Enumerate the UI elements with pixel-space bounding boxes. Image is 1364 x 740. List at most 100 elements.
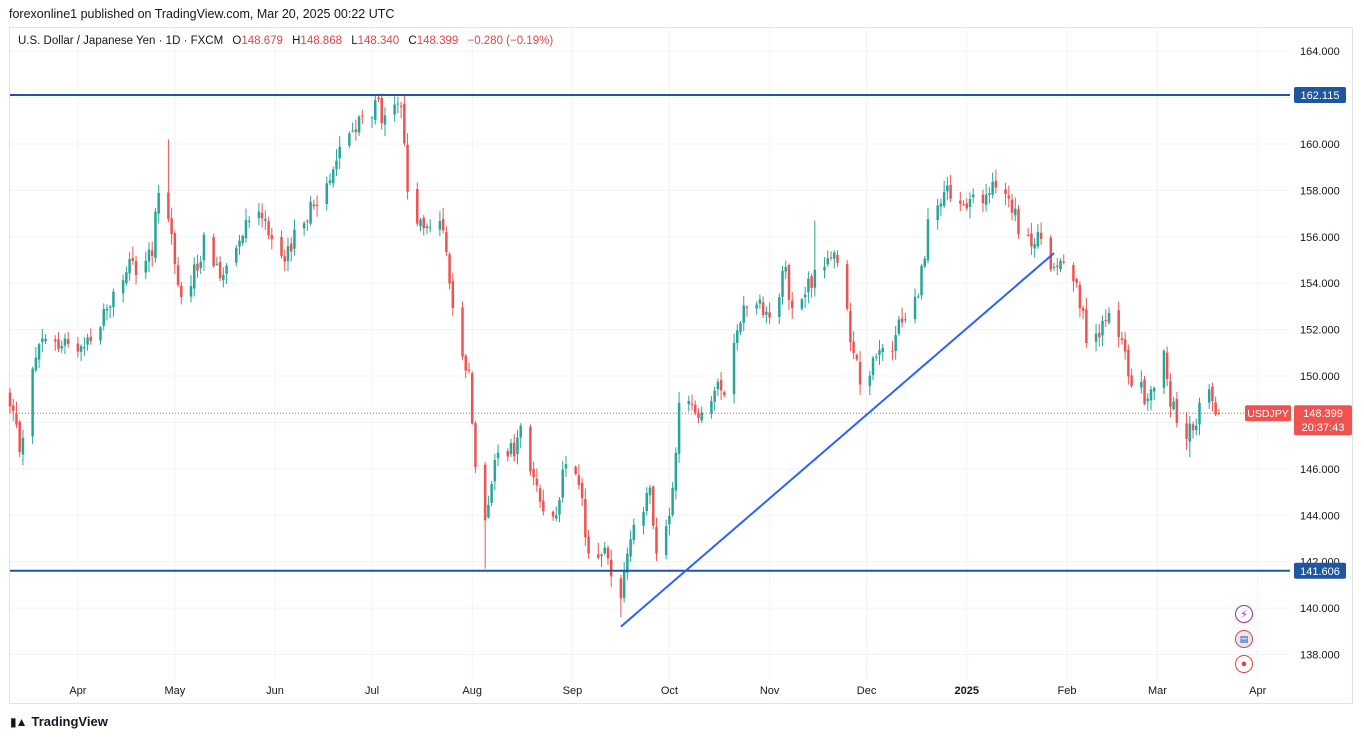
- symbol-name[interactable]: U.S. Dollar / Japanese Yen · 1D · FXCM: [18, 35, 224, 47]
- candle-body: [1033, 244, 1036, 249]
- candle-body: [180, 285, 183, 297]
- candle-body: [555, 515, 558, 519]
- candle-body: [416, 189, 419, 224]
- candle-body: [564, 464, 568, 469]
- candle-body: [855, 354, 859, 360]
- y-tick-label: 152.000: [1300, 325, 1340, 337]
- candle-body: [128, 259, 131, 274]
- us-flag-icon[interactable]: ▤: [1235, 630, 1253, 648]
- candle-body: [1172, 401, 1175, 410]
- candle-body: [1146, 398, 1150, 402]
- candle-body: [994, 180, 998, 188]
- candle-body: [41, 338, 44, 343]
- x-tick-label: Sep: [563, 685, 583, 697]
- tradingview-logo[interactable]: ▮▲ TradingView: [10, 714, 108, 729]
- candle-body: [445, 232, 448, 252]
- candle-body: [147, 249, 151, 262]
- candle-body: [1098, 332, 1101, 338]
- candle-body: [428, 227, 432, 229]
- candle-body: [121, 280, 125, 294]
- candle-body: [34, 357, 38, 371]
- candle-body: [913, 296, 917, 320]
- candle-body: [1062, 261, 1065, 263]
- candle-body: [891, 350, 894, 352]
- x-tick-label: Jul: [365, 685, 379, 697]
- candle-body: [448, 254, 451, 284]
- level-price-tag: [1294, 86, 1346, 103]
- candle-body: [267, 221, 270, 236]
- y-tick-label: 154.000: [1300, 278, 1340, 290]
- candle-body: [1075, 279, 1078, 283]
- candle-body: [745, 306, 749, 308]
- candle-body: [1127, 349, 1130, 377]
- candle-body: [600, 554, 603, 557]
- candle-body: [189, 286, 193, 297]
- candle-body: [1052, 266, 1056, 268]
- candle-body: [125, 272, 128, 284]
- candle-body: [858, 362, 862, 385]
- candle-body: [603, 547, 606, 554]
- chart-frame[interactable]: [9, 27, 1353, 704]
- candle-body: [723, 392, 726, 396]
- flash-icon[interactable]: ⚡: [1235, 605, 1253, 623]
- candle-body: [939, 203, 943, 207]
- candle-body: [626, 553, 629, 573]
- candle-body: [849, 310, 852, 343]
- candle-body: [968, 199, 972, 207]
- candle-body: [917, 296, 920, 298]
- candle-body: [235, 247, 238, 263]
- candle-body: [173, 233, 177, 265]
- x-tick-label: Apr: [69, 685, 86, 697]
- symbol-legend[interactable]: U.S. Dollar / Japanese Yen · 1D · FXCM O…: [18, 35, 553, 47]
- level-price-label: 162.115: [1301, 90, 1340, 102]
- candle-body: [923, 258, 926, 267]
- candle-body: [736, 330, 739, 343]
- record-icon[interactable]: ●: [1235, 655, 1253, 673]
- candle-body: [535, 478, 539, 486]
- y-tick-label: 146.000: [1300, 464, 1340, 476]
- candle-body: [1056, 265, 1059, 267]
- candle-body: [225, 265, 228, 274]
- candle-body: [561, 469, 564, 498]
- candle-body: [260, 212, 264, 219]
- candle-body: [823, 266, 826, 271]
- candle-body: [1078, 284, 1082, 309]
- candle-body: [1014, 208, 1017, 216]
- candle-body: [222, 274, 225, 281]
- candle-body: [897, 319, 901, 334]
- candle-body: [1185, 423, 1188, 439]
- candle-body: [642, 511, 645, 526]
- y-tick-label: 156.000: [1300, 232, 1340, 244]
- candle-body: [803, 294, 807, 298]
- candle-body: [868, 375, 872, 386]
- candle-body: [37, 344, 41, 360]
- candle-body: [351, 130, 354, 132]
- candle-body: [551, 511, 555, 517]
- x-tick-label: Dec: [857, 685, 877, 697]
- countdown-label: 20:37:43: [1302, 422, 1345, 434]
- candle-body: [270, 234, 274, 240]
- symbol-tag: [1245, 405, 1291, 422]
- candle-body: [215, 263, 219, 265]
- candle-body: [312, 204, 316, 207]
- candle-body: [645, 492, 649, 511]
- candle-body: [648, 487, 652, 496]
- candle-body: [370, 117, 374, 119]
- candle-body: [558, 499, 561, 515]
- candle-body: [739, 322, 742, 333]
- candle-body: [845, 264, 849, 309]
- candle-body: [157, 192, 160, 214]
- candle-body: [512, 442, 516, 457]
- candle-body: [112, 291, 115, 308]
- close-label: C: [408, 35, 417, 47]
- candle-body: [926, 219, 930, 261]
- candle-body: [63, 338, 67, 346]
- candle-body: [79, 346, 83, 352]
- x-tick-label: Jun: [266, 685, 284, 697]
- candle-body: [742, 305, 745, 323]
- level-price-label: 141.606: [1300, 566, 1340, 578]
- candle-body: [871, 357, 875, 375]
- candle-body: [778, 297, 781, 317]
- candle-body: [881, 348, 884, 353]
